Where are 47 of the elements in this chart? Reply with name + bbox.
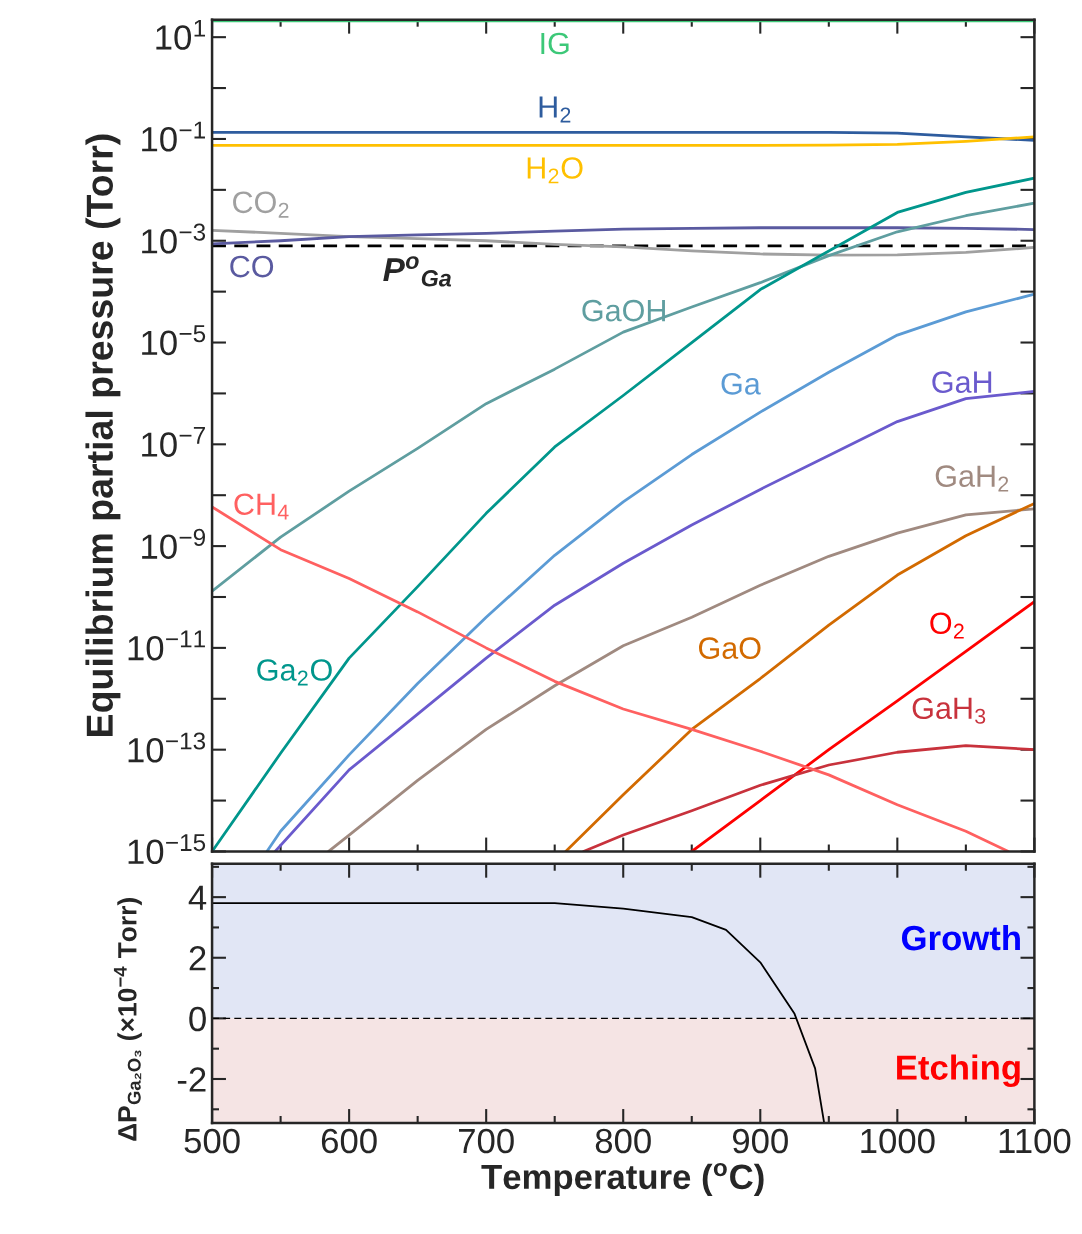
y-axis-title: Equilibrium partial pressure (Torr) [85,134,121,736]
x-tick-label: 500 [184,1128,240,1154]
line-series [212,226,1035,246]
y-tick-label: 10$^{−5}$ [142,325,206,356]
x-tick-label: 600 [321,1128,377,1154]
ref-line-label: P$^{o}$$_{Ga}$ [383,256,452,287]
band-label: Etching [897,1054,1020,1087]
x-tick-label: 700 [458,1128,514,1154]
y-tick-label: 10$^{−9}$ [142,528,205,559]
x-tick-label: 1000 [861,1128,935,1154]
series-label: GaH$_{2}$ [935,465,1009,492]
x-axis-title: Temperature ($^{o}$C) [481,1162,764,1197]
band-label: Growth [901,924,1020,951]
y-axis-title: ΔP$_{Ga₂O₃}$ (×10$^{−4}$ Torr) [113,898,142,1141]
series-label: GaH$_{3}$ [912,697,986,724]
y-tick-label: 10$^{−7}$ [142,427,205,457]
y-tick-label: 0 [189,1006,206,1032]
series-label: H$_{2}$O [527,157,583,184]
series-label: CO$_{2}$ [233,191,289,218]
series-label: CO [230,255,274,278]
line-series [582,744,1035,852]
series-label: CH$_{4}$ [234,493,289,520]
series-label: IG [541,32,569,55]
y-tick-label: -2 [177,1067,206,1092]
series-label: Ga$_{2}$O [257,659,332,686]
series-label: Ga [721,373,761,395]
y-tick-label: 10$^{−11}$ [128,630,205,661]
y-tick-label: 4 [188,885,207,910]
series-label: H$_{2}$ [539,96,571,123]
y-tick-label: 10$^{−3}$ [142,223,206,254]
line-series [212,135,1035,147]
series-label: GaH [932,371,992,393]
line-series [564,502,1035,852]
x-tick-label: 1100 [999,1128,1071,1154]
series-label: GaO [699,637,761,659]
x-tick-label: 800 [595,1128,651,1154]
line-series [212,130,1035,142]
line-series [212,228,1035,257]
y-tick-label: 10$^{−13}$ [128,732,206,763]
line-series [690,600,1035,852]
series-label: O$_{2}$ [930,612,964,639]
x-tick-label: 900 [732,1128,788,1154]
y-tick-label: 10$^{−15}$ [128,834,206,865]
y-tick-label: 10$^{−1}$ [142,121,205,152]
y-tick-label: 10$^{1}$ [156,19,206,50]
y-tick-label: 2 [189,946,206,971]
series-label: GaOH [582,299,665,322]
